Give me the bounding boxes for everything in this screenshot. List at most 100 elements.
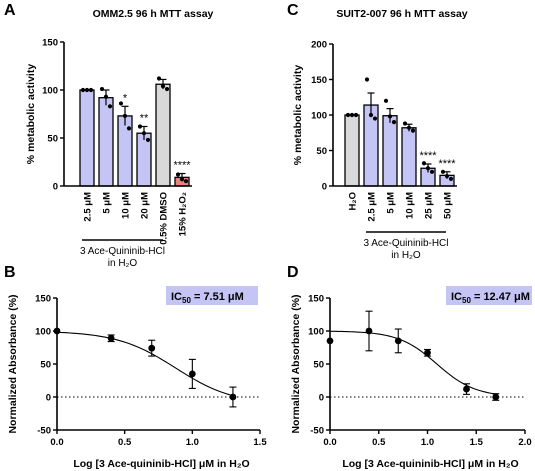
data-point [410,128,416,133]
data-point [53,327,61,335]
y-tick-label: 0 [46,393,51,404]
fit-curve [329,330,496,395]
data-point [137,124,143,129]
data-point [425,166,431,171]
chart-panel-b: Normalized Absorbance (%) -50 0 50 100 150 0.0… [7,286,267,470]
y-tick-label: 50 [313,360,324,371]
bar [79,89,95,187]
data-point [229,393,237,401]
significance-marker: **** [419,150,437,162]
category-label: 15% H₂O₂ [178,192,189,236]
bar [382,115,398,187]
data-point [372,116,378,121]
data-point [406,125,412,130]
y-tick-label: -50 [310,426,324,437]
data-point [118,101,124,106]
data-point [368,112,374,118]
data-point [345,112,351,118]
data-point [387,114,393,119]
y-tick-label: 150 [308,294,324,305]
data-point [160,84,166,89]
y-tick-label: 100 [311,111,327,122]
data-point [448,176,454,181]
bar [117,115,133,187]
y-axis-label: Normalized Absorbance (%) [7,294,19,433]
fit-curve [56,331,234,397]
data-point [424,349,431,357]
data-point [402,121,408,126]
data-point [103,94,109,99]
data-point [440,169,446,174]
panel-label-d: D [287,264,299,281]
y-axis-label: Normalized Absorbance (%) [290,294,302,433]
data-point [463,385,470,393]
y-tick-label: 200 [311,40,327,51]
ic50-label: IC50 = 7.51 μM [171,291,244,305]
data-point [164,86,170,92]
x-tick-label: 0.0 [323,437,336,448]
category-label: 2.5 μM [83,192,94,222]
data-point [444,173,450,179]
data-point [84,87,90,93]
ic50-box [446,286,532,305]
chart-panel-c: SUIT2-007 96 h MTT assay % metabolic acti… [292,8,468,261]
bar [98,97,114,187]
group-label: in H₂O [108,258,138,269]
category-label: 0.5% DMSO [159,192,170,245]
x-tick-label: 0.5 [372,437,386,448]
y-tick-label: 0 [319,393,324,404]
x-tick-label: 1.0 [186,437,199,448]
significance-marker: * [123,92,128,104]
category-label: 10 μM [121,192,132,219]
group-label: 3 Ace-Quininib-HCl [363,238,448,249]
data-point [175,172,181,177]
data-point [492,393,500,401]
y-tick-label: 0 [53,182,58,193]
y-tick-label: 150 [42,38,58,49]
category-label: 10 μM [405,192,416,219]
x-tick-label: 1.0 [421,437,434,448]
panel-label-a: A [4,2,16,19]
data-point [122,113,128,119]
group-label: 3 Ace-Quininib-HCl [80,246,165,257]
y-tick-label: 100 [42,86,58,97]
data-point [80,87,86,93]
data-point [421,161,427,166]
y-axis-label: % metabolic activity [292,65,304,166]
significance-marker: **** [173,160,191,172]
x-tick-label: 0.0 [50,437,63,448]
category-label: 5 μM [386,192,397,214]
category-label: H₂O [348,192,359,210]
significance-marker: **** [438,158,456,170]
data-point [107,334,115,342]
data-point [391,120,397,125]
x-tick-label: 1.5 [253,437,267,448]
group-label: in H₂O [391,250,421,261]
chart-title: SUIT2-007 96 h MTT assay [336,8,467,20]
y-tick-label: 0 [322,182,327,193]
data-point [179,177,185,182]
x-tick-label: 1.5 [470,437,484,448]
y-tick-label: -50 [37,426,51,437]
category-label: 5 μM [102,192,113,214]
data-point [88,87,94,93]
significance-marker: ** [140,112,149,124]
data-point [107,104,113,109]
chart-panel-d: Normalized Absorbance (%) -50 0 50 100 150 0.0… [290,286,532,470]
data-point [429,169,435,174]
category-label: 50 μM [443,192,454,219]
data-point [365,327,373,335]
data-point [145,137,151,143]
y-tick-label: 100 [308,327,324,338]
data-point [148,344,156,352]
category-label: 2.5 μM [367,192,378,222]
bar [155,83,171,187]
data-point [349,112,355,118]
data-point [326,337,334,345]
y-tick-label: 150 [311,75,327,86]
y-tick-label: 100 [35,327,51,338]
data-point [141,131,147,136]
data-point [99,86,105,92]
y-tick-label: 150 [35,294,51,305]
